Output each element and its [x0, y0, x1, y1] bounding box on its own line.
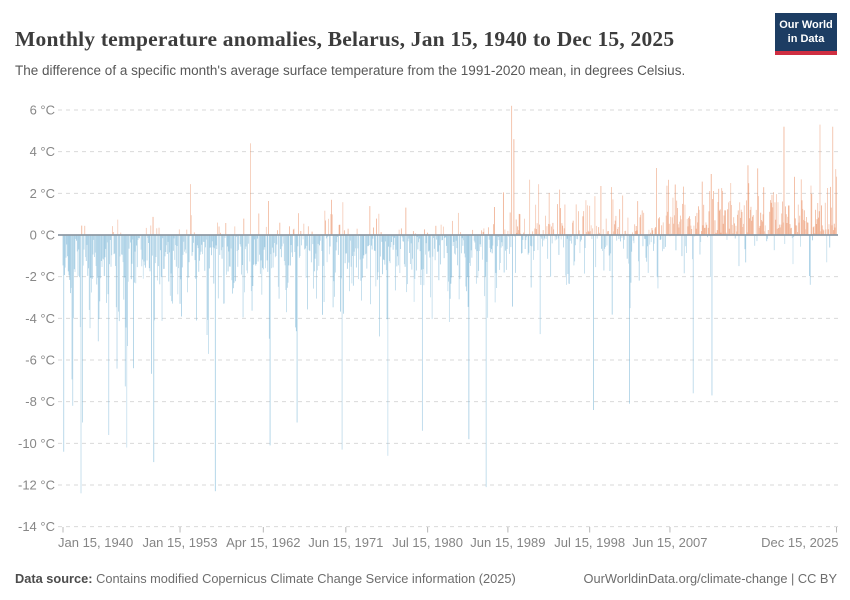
- y-axis-tick-label: -8 °C: [25, 394, 55, 409]
- x-axis-tick-label: Dec 15, 2025: [761, 535, 838, 550]
- x-axis-tick-label: Jun 15, 1989: [470, 535, 545, 550]
- page-title: Monthly temperature anomalies, Belarus, …: [15, 27, 675, 52]
- y-axis-tick-label: 2 °C: [30, 186, 55, 201]
- page-subtitle: The difference of a specific month's ave…: [15, 62, 686, 78]
- x-axis-tick-label: Jul 15, 1980: [392, 535, 463, 550]
- x-axis-tick-label: Jun 15, 1971: [308, 535, 383, 550]
- y-axis-tick-labels: 6 °C 4 °C 2 °C 0 °C -2 °C -4 °C -6 °C -8 °C -10 …: [18, 103, 55, 535]
- owid-credit-link[interactable]: OurWorldinData.org/climate-change | CC B…: [583, 571, 837, 586]
- y-axis-tick-label: -10 °C: [18, 436, 55, 451]
- y-axis-tick-label: -12 °C: [18, 477, 55, 492]
- anomaly-bars[interactable]: [62, 105, 837, 494]
- owid-logo-line2: in Data: [787, 33, 825, 46]
- x-axis-tick-label: Apr 15, 1962: [226, 535, 300, 550]
- y-axis-tick-label: 0 °C: [30, 228, 55, 243]
- chart-footer: Data source: Contains modified Copernicu…: [15, 571, 837, 586]
- x-axis-tick-label: Jan 15, 1940: [58, 535, 133, 550]
- temperature-anomaly-chart[interactable]: 6 °C 4 °C 2 °C 0 °C -2 °C -4 °C -6 °C -8 °C -10 …: [0, 95, 850, 555]
- gridlines: [58, 109, 838, 528]
- x-axis: Jan 15, 1940 Jan 15, 1953 Apr 15, 1962 Jun …: [58, 527, 839, 550]
- x-axis-tick-label: Jun 15, 2007: [632, 535, 707, 550]
- y-axis-tick-label: 6 °C: [30, 103, 55, 118]
- y-axis-tick-label: -14 °C: [18, 519, 55, 534]
- data-source-label: Data source:: [15, 571, 93, 586]
- data-source-note: Data source: Contains modified Copernicu…: [15, 571, 516, 586]
- data-source-text: Contains modified Copernicus Climate Cha…: [92, 571, 516, 586]
- owid-logo[interactable]: Our World in Data: [775, 13, 837, 55]
- y-axis-tick-label: -2 °C: [25, 269, 55, 284]
- x-axis-tick-label: Jan 15, 1953: [142, 535, 217, 550]
- y-axis-tick-label: -4 °C: [25, 311, 55, 326]
- y-axis-tick-label: 4 °C: [30, 144, 55, 159]
- x-axis-tick-label: Jul 15, 1998: [554, 535, 625, 550]
- owid-logo-line1: Our World: [779, 19, 833, 31]
- y-axis-tick-label: -6 °C: [25, 352, 55, 367]
